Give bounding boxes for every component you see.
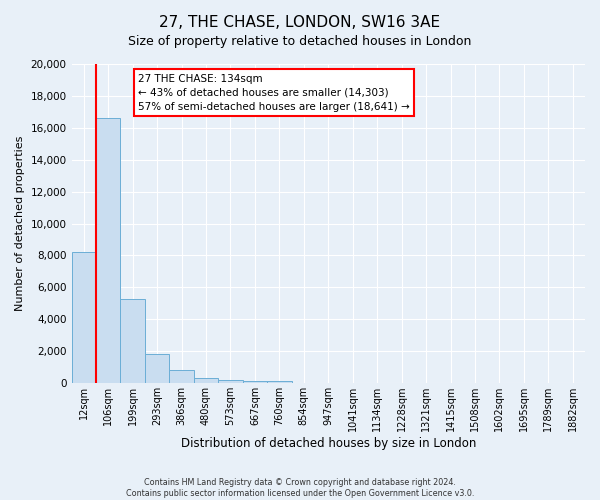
Bar — [145, 354, 169, 383]
Y-axis label: Number of detached properties: Number of detached properties — [15, 136, 25, 312]
Text: Contains HM Land Registry data © Crown copyright and database right 2024.
Contai: Contains HM Land Registry data © Crown c… — [126, 478, 474, 498]
Bar — [121, 298, 145, 383]
Bar — [218, 380, 242, 383]
Text: Size of property relative to detached houses in London: Size of property relative to detached ho… — [128, 35, 472, 48]
Text: 27, THE CHASE, LONDON, SW16 3AE: 27, THE CHASE, LONDON, SW16 3AE — [160, 15, 440, 30]
Bar — [169, 370, 194, 383]
Bar — [71, 252, 96, 383]
Bar — [96, 118, 121, 383]
Bar — [242, 381, 267, 383]
X-axis label: Distribution of detached houses by size in London: Distribution of detached houses by size … — [181, 437, 476, 450]
Text: 27 THE CHASE: 134sqm
← 43% of detached houses are smaller (14,303)
57% of semi-d: 27 THE CHASE: 134sqm ← 43% of detached h… — [138, 74, 410, 112]
Bar — [194, 378, 218, 383]
Bar — [267, 381, 292, 383]
